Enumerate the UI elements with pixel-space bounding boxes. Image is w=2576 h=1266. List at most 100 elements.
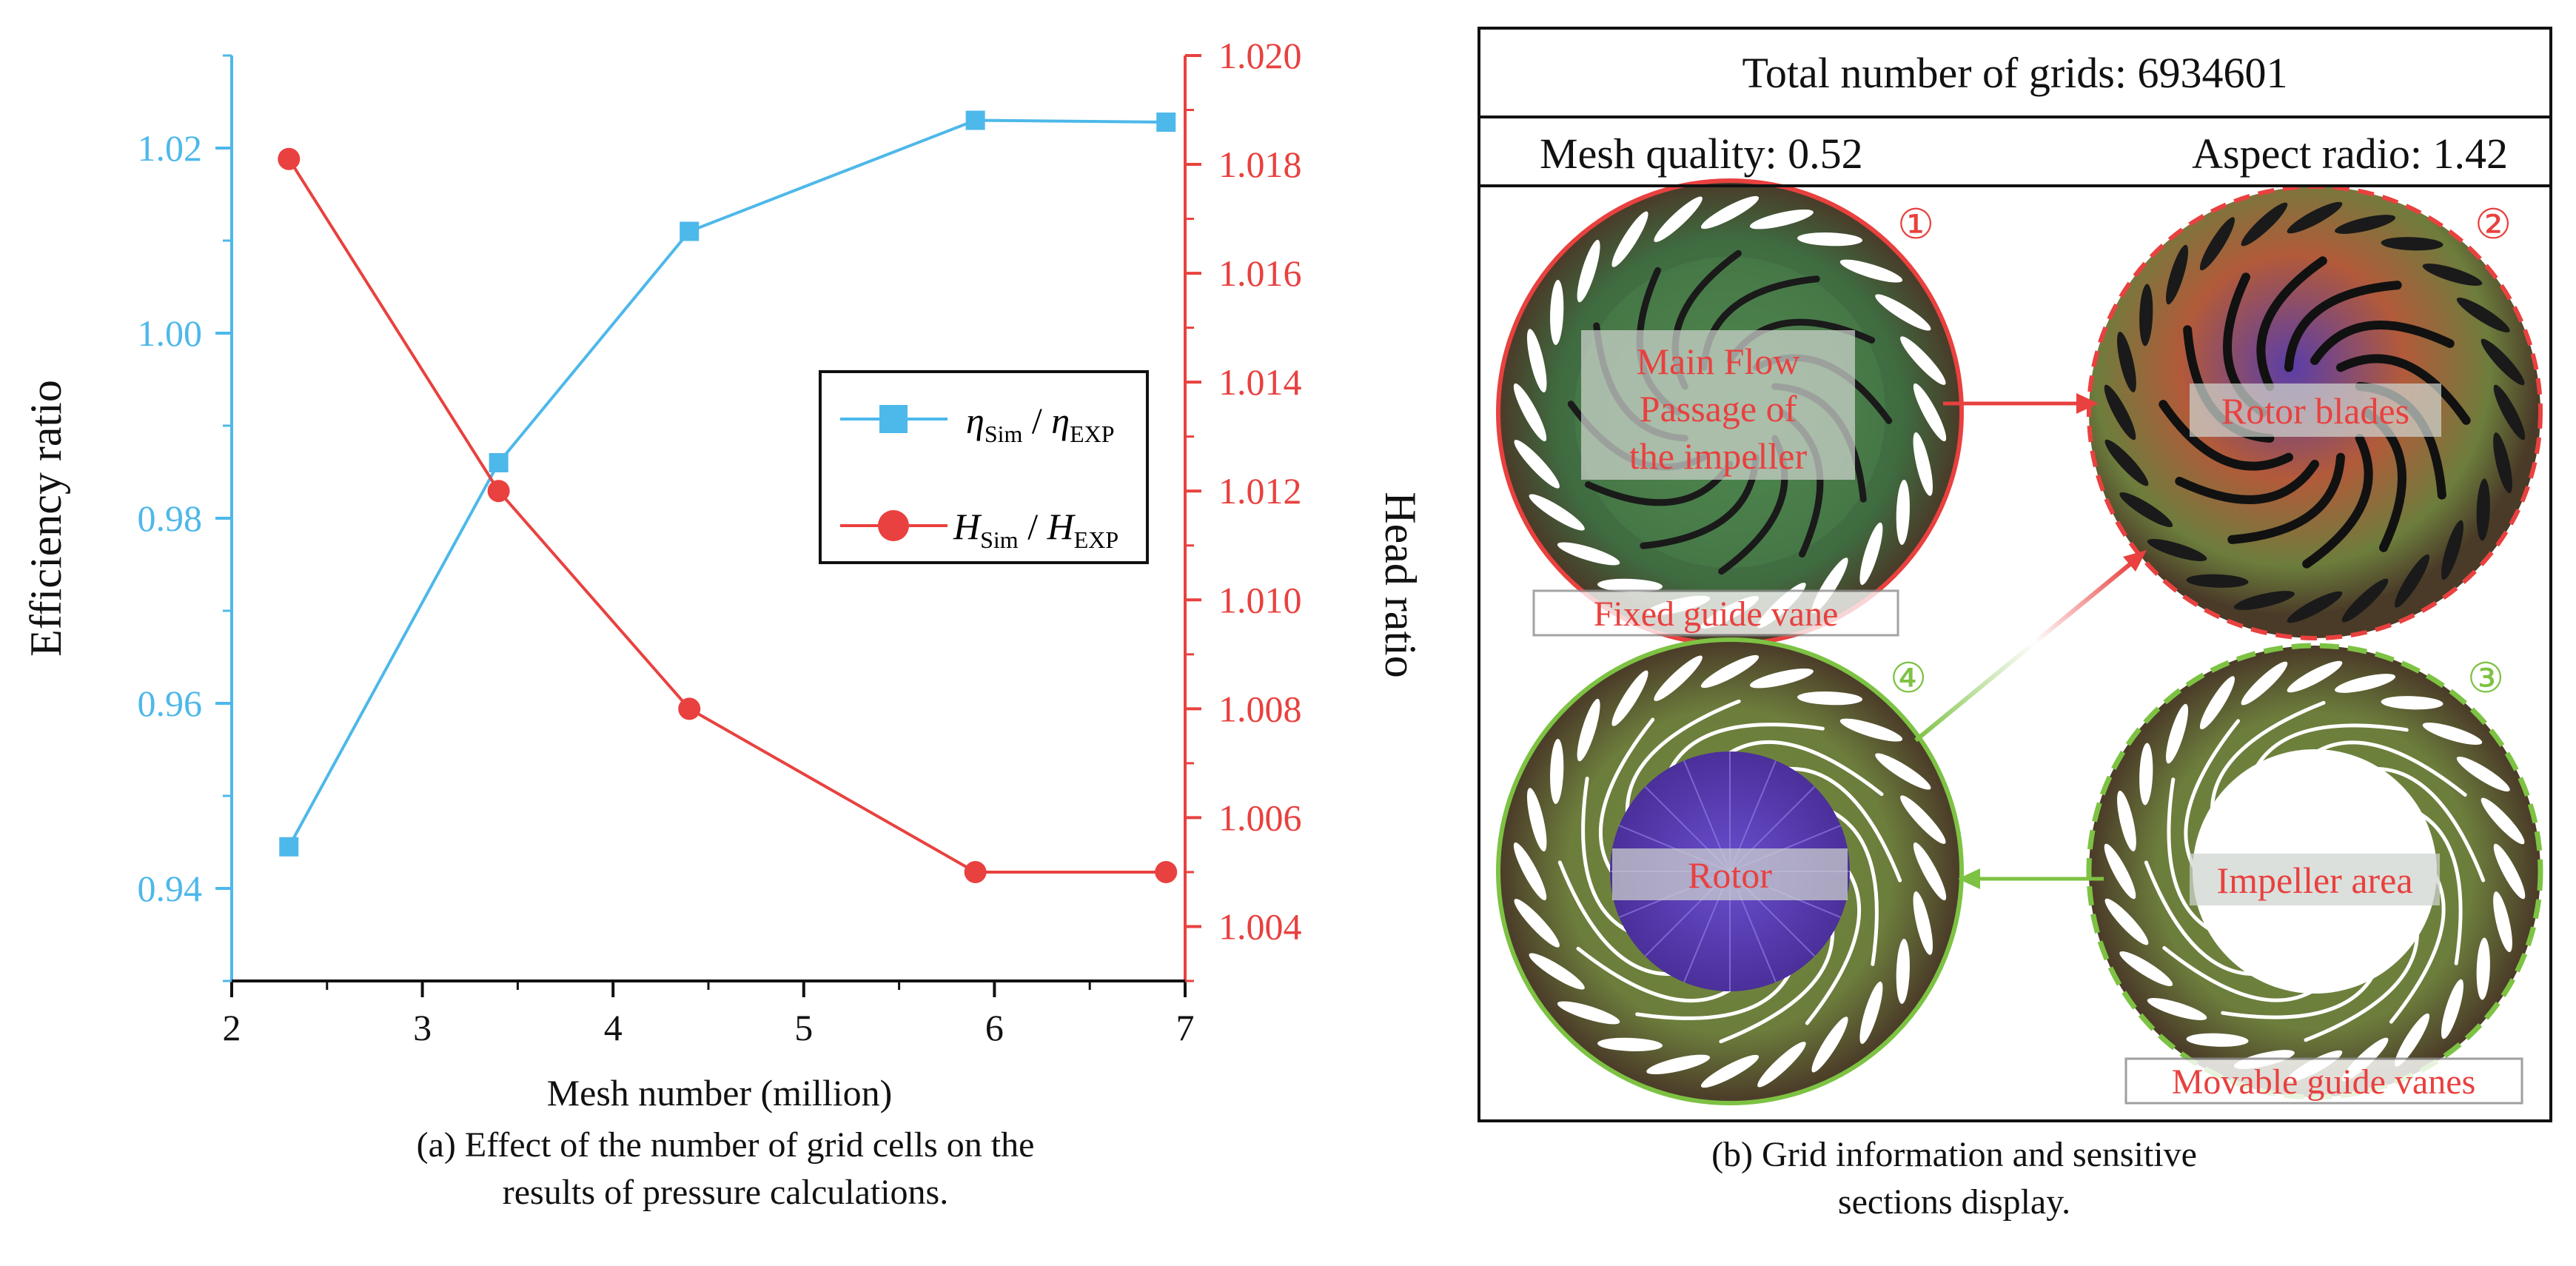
guide-vane (2241, 202, 2288, 247)
guide-vane (2287, 591, 2343, 623)
guide-vane (2241, 661, 2288, 706)
guide-vane (1749, 668, 1814, 689)
guide-vane (2456, 297, 2510, 333)
right-tick-label: 1.004 (1218, 905, 1302, 947)
head-point (678, 697, 701, 720)
guide-vane (2166, 244, 2189, 305)
guide-vane (1646, 1054, 1711, 1075)
legend: ηSim / ηEXP HSim / HEXP (819, 370, 1149, 564)
section-number-2: ② (2475, 202, 2512, 248)
impeller-blade (2159, 400, 2293, 471)
guide-vane (2493, 843, 2526, 900)
guide-vane (1700, 195, 1760, 230)
total-grids-row: Total number of grids: 6934601 (1480, 30, 2549, 118)
guide-vane (1811, 1017, 1848, 1073)
guide-vane (1557, 1001, 1620, 1025)
legend-marker-circle (878, 510, 909, 541)
impeller-blade (2184, 719, 2241, 874)
mesh-sections: ① ② ③ ④ Main Flow Passage of the impelle… (1496, 178, 2543, 1105)
caption-a-line2: results of pressure calculations. (502, 1173, 949, 1212)
impeller-blade (1581, 777, 1629, 933)
guide-vane (2139, 743, 2153, 806)
efficiency-point (965, 110, 985, 130)
right-axis-title: Head ratio (1376, 492, 1425, 678)
guide-vane (2104, 439, 2149, 486)
left-tick-label: 0.98 (138, 498, 203, 539)
guide-vane (2394, 1013, 2430, 1067)
x-tick-label: 3 (413, 1007, 432, 1048)
guide-vane (1913, 891, 1933, 955)
impeller-blade (2175, 460, 2319, 504)
impeller-blade (1787, 766, 1902, 882)
guide-vane (2335, 674, 2396, 693)
efficiency-point (489, 453, 509, 472)
left-tick-label: 1.00 (138, 312, 203, 354)
guide-vane (2139, 284, 2153, 346)
label-box-rotor-blades (2190, 384, 2441, 437)
guide-vane (2117, 790, 2136, 851)
x-tick-label: 7 (1176, 1007, 1195, 1048)
arrow-3-to-2 (1914, 550, 2147, 743)
efficiency-point (1156, 113, 1176, 132)
impeller-blade (2336, 354, 2471, 425)
left-tick-label: 0.96 (138, 683, 203, 724)
guide-vane (2166, 703, 2189, 764)
guide-vane (1514, 899, 1560, 948)
guide-vane (2119, 492, 2173, 528)
guide-vane (1526, 788, 1547, 852)
guide-vane (1654, 196, 1703, 242)
guide-vane (2199, 217, 2235, 271)
left-tick-label: 0.94 (138, 868, 203, 909)
impeller-blade (1625, 699, 1741, 814)
guide-vane (1875, 753, 1931, 790)
guide-vane (1597, 578, 1663, 592)
guide-vane (2493, 891, 2512, 953)
x-tick-label: 2 (223, 1007, 241, 1048)
right-tick-label: 1.012 (1218, 470, 1302, 512)
label-box-rotor (1612, 848, 1848, 900)
impeller-blade (2415, 810, 2463, 965)
right-tick-label: 1.020 (1218, 35, 1302, 76)
section-number-3: ③ (2467, 656, 2504, 702)
impeller-blade (2227, 452, 2345, 544)
guide-vane (1529, 494, 1585, 531)
guide-vane (2481, 797, 2525, 845)
guide-vane (1557, 542, 1620, 566)
label-fixed-guide-vane: Fixed guide vane (1594, 595, 1839, 634)
guide-vane (1913, 842, 1947, 901)
right-tick-label: 1.006 (1218, 797, 1302, 838)
guide-vane (1896, 480, 1910, 545)
impeller-blade (2144, 860, 2258, 977)
guide-vane (1700, 654, 1760, 689)
guide-vane (2422, 723, 2483, 746)
guide-vane (2341, 578, 2389, 623)
impeller-blade (2302, 434, 2373, 569)
guide-vane (1913, 383, 1947, 442)
impeller-blade (2372, 766, 2486, 882)
right-tick-label: 1.008 (1218, 688, 1302, 729)
left-axis-title: Efficiency ratio (21, 380, 70, 657)
aspect-ratio-text: Aspect radio: 1.42 (2192, 130, 2508, 178)
guide-vane (2493, 432, 2512, 494)
total-grids-text: Total number of grids: 6934601 (1742, 48, 2288, 97)
guide-vane (1839, 718, 1903, 742)
impeller-blade (1728, 740, 1884, 797)
impeller-blade (2162, 945, 2317, 1002)
arrow-4-to-3 (1958, 868, 2104, 889)
guide-vane (2104, 898, 2149, 945)
guide-vane (1597, 1037, 1663, 1051)
x-tick-label: 6 (985, 1007, 1004, 1048)
right-tick-label: 1.018 (1218, 144, 1302, 185)
guide-vane (1900, 336, 1946, 385)
guide-vane (2394, 554, 2430, 608)
guide-vane (2147, 997, 2207, 1020)
guide-vane (2104, 843, 2136, 900)
x-axis-title: Mesh number (million) (547, 1072, 893, 1113)
impeller-blade (1831, 810, 1879, 966)
guide-vane (1913, 432, 1933, 496)
label-main-flow-line3: the impeller (1629, 435, 1808, 477)
efficiency-point (279, 837, 299, 857)
left-tick-label: 1.02 (138, 127, 203, 169)
efficiency-point (680, 221, 700, 241)
